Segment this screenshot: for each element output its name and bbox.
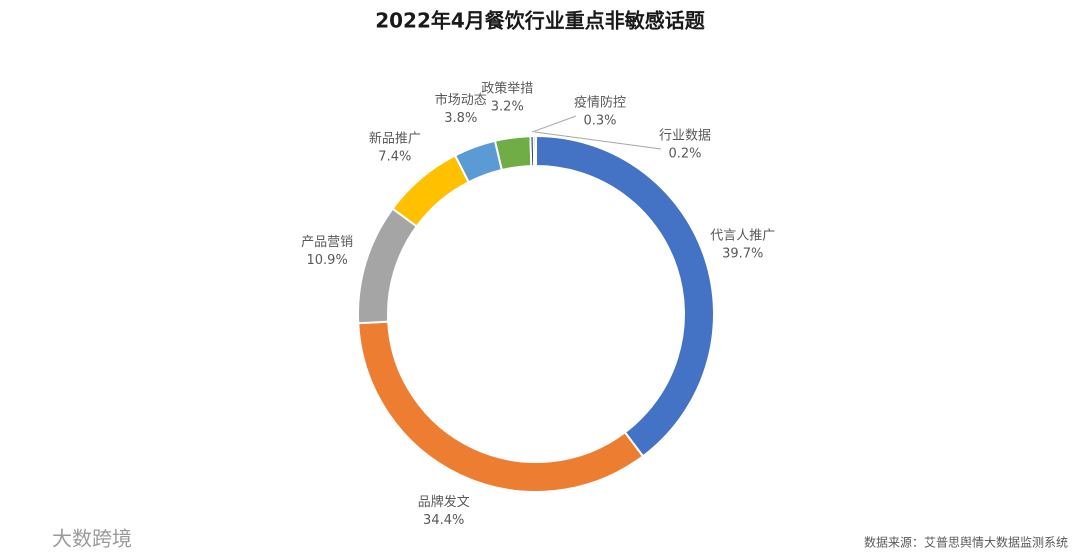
slice-name: 代言人推广 (710, 228, 775, 243)
slice-value: 34.4% (423, 513, 464, 528)
donut-segment (357, 207, 419, 325)
slice-value: 0.3% (583, 114, 616, 129)
donut-segment (357, 320, 645, 493)
donut-segment (493, 135, 533, 172)
slice-name: 市场动态 (435, 92, 487, 108)
slice-name: 新品推广 (369, 130, 421, 146)
source-note: 数据来源：艾普思舆情大数据监测系统 (864, 535, 1068, 550)
chart-title: 2022年4月餐饮行业重点非敏感话题 (375, 9, 706, 33)
donut-segment (532, 134, 537, 168)
donut-segment (535, 134, 715, 458)
watermark: 大数跨境 (52, 527, 132, 551)
slice-value: 10.9% (307, 253, 348, 268)
leader-line (531, 115, 577, 133)
slice-name: 产品营销 (301, 235, 353, 250)
slice-value: 0.2% (668, 147, 701, 162)
slice-value: 7.4% (378, 149, 411, 164)
slice-name: 品牌发文 (418, 494, 470, 510)
slice-name: 疫情防控 (574, 95, 626, 111)
slice-value: 3.2% (491, 99, 524, 114)
donut-segment (391, 154, 471, 228)
leader-line (534, 131, 662, 150)
slice-value: 3.8% (444, 111, 477, 126)
slice-value: 39.7% (722, 246, 763, 261)
slice-name: 政策举措 (481, 80, 533, 96)
slice-name: 行业数据 (659, 129, 711, 144)
